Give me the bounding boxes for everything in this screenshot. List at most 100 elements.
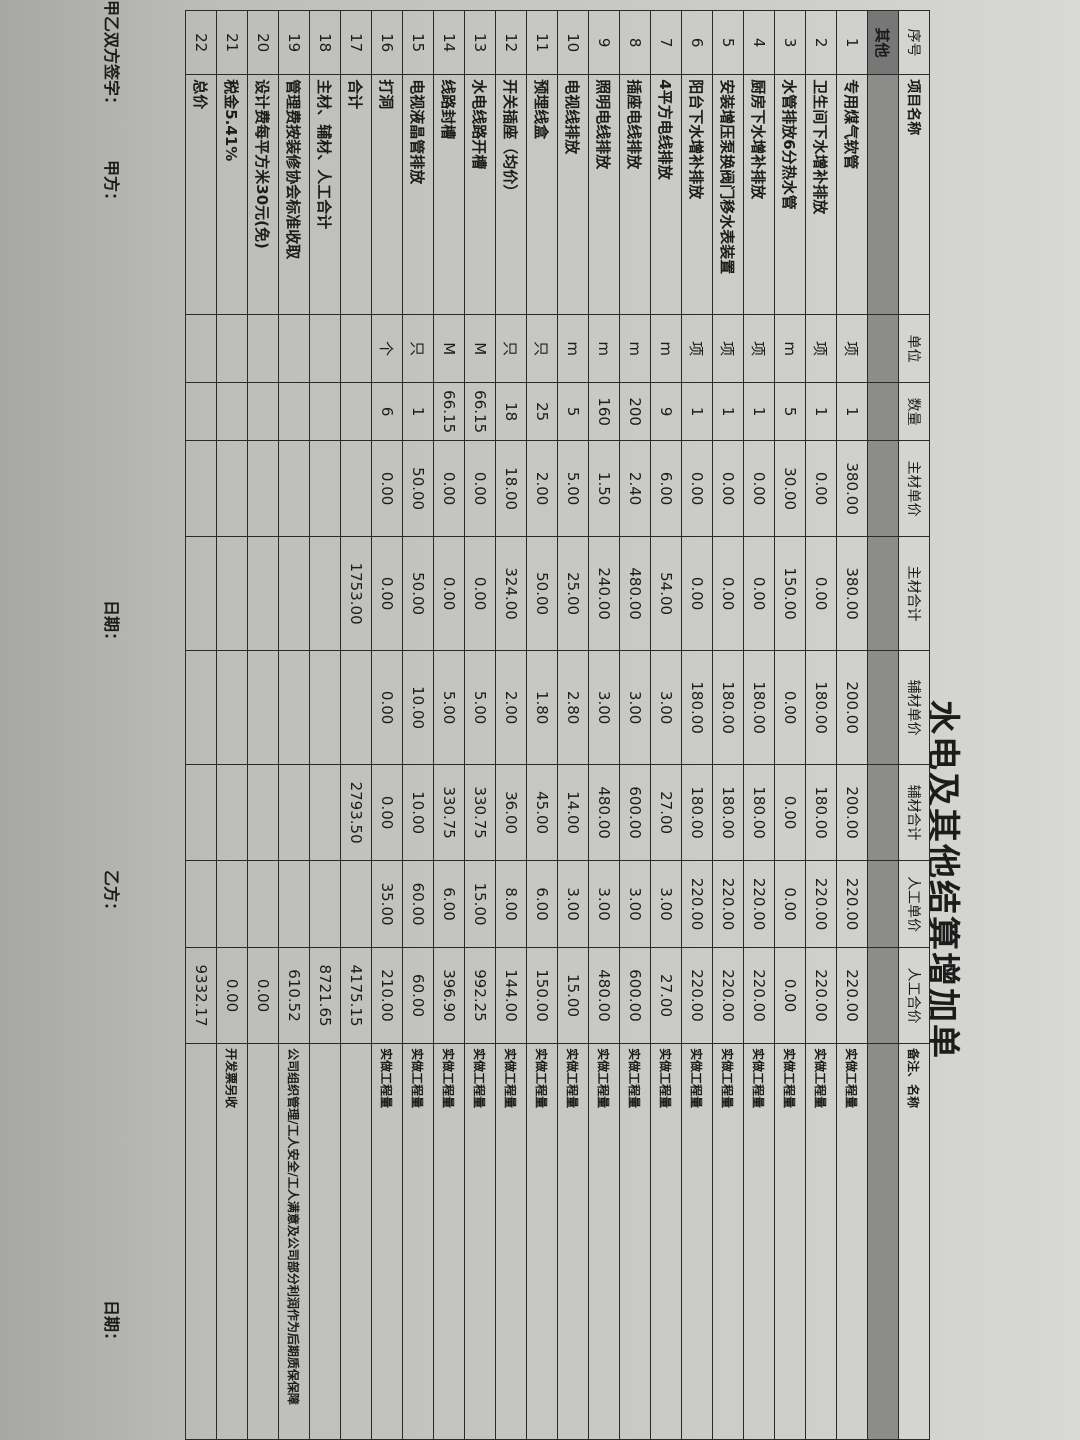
cell-主材合计: [309, 536, 341, 651]
cell-单位: 项: [743, 314, 775, 383]
column-header: 序号: [898, 10, 930, 75]
cell-主材合计: 0.00: [805, 536, 837, 651]
cell-人工合价: 992.25: [464, 947, 496, 1044]
cell-项目名称: 插座电线排放: [619, 74, 651, 315]
table-row: 14 线路封槽 M 66.15 0.00 0.00 5.00 330.75 6.00 396.90…: [433, 10, 465, 1440]
date-a-label: 日期：: [102, 600, 121, 649]
cell-辅材合计: 45.00: [526, 764, 558, 861]
cell-辅材合计: [309, 764, 341, 861]
group-cell: [867, 536, 899, 651]
cell-主材单价: 0.00: [433, 440, 465, 537]
group-cell: [867, 860, 899, 948]
cell-数量: 5: [774, 382, 806, 441]
cell-人工合价: 150.00: [526, 947, 558, 1044]
cell-主材单价: 50.00: [402, 440, 434, 537]
cell-主材单价: 30.00: [774, 440, 806, 537]
cell-备注、名称: 公司组织管理/工人安全/工人满意及公司部分利润作为后期质保保障: [278, 1043, 310, 1440]
cell-备注、名称: 实做工程量: [402, 1043, 434, 1440]
cell-数量: [216, 382, 248, 441]
cell-人工合价: 396.90: [433, 947, 465, 1044]
cell-人工合价: 220.00: [681, 947, 713, 1044]
cell-备注、名称: [247, 1043, 279, 1440]
cell-项目名称: 水电线路开槽: [464, 74, 496, 315]
cell-辅材单价: 0.00: [774, 650, 806, 765]
table-row: 19 管理费按装修协会标准收取 610.52 公司组织管理/工人安全/工人满意及公司部…: [278, 10, 310, 1440]
cell-主材合计: [247, 536, 279, 651]
cell-单位: 项: [805, 314, 837, 383]
cell-序号: 10: [557, 10, 589, 75]
table-row: 1 专用煤气软管项 1 380.00 380.00 200.00 200.00 220.00 2…: [836, 10, 868, 1440]
cell-主材合计: 0.00: [464, 536, 496, 651]
table-row: 6 阳台下水增补排放项 1 0.00 0.00 180.00 180.00 220.00 220…: [681, 10, 713, 1440]
cell-序号: 7: [650, 10, 682, 75]
cell-数量: 66.15: [433, 382, 465, 441]
cell-项目名称: 设计费每平方米30元(免): [247, 74, 279, 315]
column-header: 数量: [898, 382, 930, 441]
cell-项目名称: 开关插座（均价）: [495, 74, 527, 315]
cell-主材合计: 0.00: [681, 536, 713, 651]
cell-单位: M: [433, 314, 465, 383]
cell-数量: 9: [650, 382, 682, 441]
cell-主材单价: [278, 440, 310, 537]
cell-主材单价: 0.00: [743, 440, 775, 537]
cell-数量: [278, 382, 310, 441]
cell-人工单价: 6.00: [433, 860, 465, 948]
column-header: 项目名称: [898, 74, 930, 315]
cell-单位: m: [650, 314, 682, 383]
cell-辅材合计: 480.00: [588, 764, 620, 861]
cell-备注、名称: [309, 1043, 341, 1440]
cell-主材单价: [309, 440, 341, 537]
settlement-table: 序号 项目名称 单位 数量 主材单价 主材合计 辅材单价 辅材合计 人工单价 人工合价 备注、名称 …: [185, 10, 930, 1440]
cell-主材合计: 54.00: [650, 536, 682, 651]
column-header: 备注、名称: [898, 1043, 930, 1440]
cell-辅材合计: 180.00: [681, 764, 713, 861]
cell-数量: 200: [619, 382, 651, 441]
cell-人工单价: 15.00: [464, 860, 496, 948]
cell-人工单价: 3.00: [650, 860, 682, 948]
cell-备注、名称: 实做工程量: [619, 1043, 651, 1440]
table-row: 20 设计费每平方米30元(免) 0.00: [247, 10, 279, 1440]
cell-辅材单价: 3.00: [619, 650, 651, 765]
group-cell: [867, 947, 899, 1044]
cell-单位: m: [619, 314, 651, 383]
cell-项目名称: 照明电线排放: [588, 74, 620, 315]
cell-数量: 66.15: [464, 382, 496, 441]
cell-辅材合计: [216, 764, 248, 861]
cell-数量: [247, 382, 279, 441]
cell-人工合价: 220.00: [743, 947, 775, 1044]
cell-人工合价: 4175.15: [340, 947, 372, 1044]
cell-人工合价: 27.00: [650, 947, 682, 1044]
cell-人工单价: 3.00: [619, 860, 651, 948]
column-header: 主材合计: [898, 536, 930, 651]
cell-序号: 2: [805, 10, 837, 75]
cell-人工单价: 6.00: [526, 860, 558, 948]
cell-备注、名称: 实做工程量: [650, 1043, 682, 1440]
cell-项目名称: 厨房下水增补排放: [743, 74, 775, 315]
cell-辅材合计: 0.00: [371, 764, 403, 861]
cell-辅材合计: 2793.50: [340, 764, 372, 861]
cell-序号: 12: [495, 10, 527, 75]
cell-主材合计: 480.00: [619, 536, 651, 651]
column-header: 辅材合计: [898, 764, 930, 861]
cell-辅材合计: 0.00: [774, 764, 806, 861]
cell-备注、名称: 实做工程量: [681, 1043, 713, 1440]
cell-人工单价: 60.00: [402, 860, 434, 948]
cell-序号: 6: [681, 10, 713, 75]
cell-主材单价: 6.00: [650, 440, 682, 537]
cell-辅材合计: [278, 764, 310, 861]
cell-数量: 160: [588, 382, 620, 441]
cell-人工单价: 3.00: [557, 860, 589, 948]
cell-序号: 8: [619, 10, 651, 75]
cell-人工单价: [278, 860, 310, 948]
cell-序号: 11: [526, 10, 558, 75]
column-header: 单位: [898, 314, 930, 383]
cell-人工合价: 8721.65: [309, 947, 341, 1044]
cell-主材合计: 240.00: [588, 536, 620, 651]
table-header-row: 序号 项目名称 单位 数量 主材单价 主材合计 辅材单价 辅材合计 人工单价 人工合价 备注、名称: [898, 10, 930, 1440]
cell-数量: [309, 382, 341, 441]
cell-主材单价: [185, 440, 217, 537]
cell-备注、名称: 实做工程量: [805, 1043, 837, 1440]
cell-人工合价: 220.00: [805, 947, 837, 1044]
cell-序号: 20: [247, 10, 279, 75]
cell-备注、名称: 实做工程量: [464, 1043, 496, 1440]
